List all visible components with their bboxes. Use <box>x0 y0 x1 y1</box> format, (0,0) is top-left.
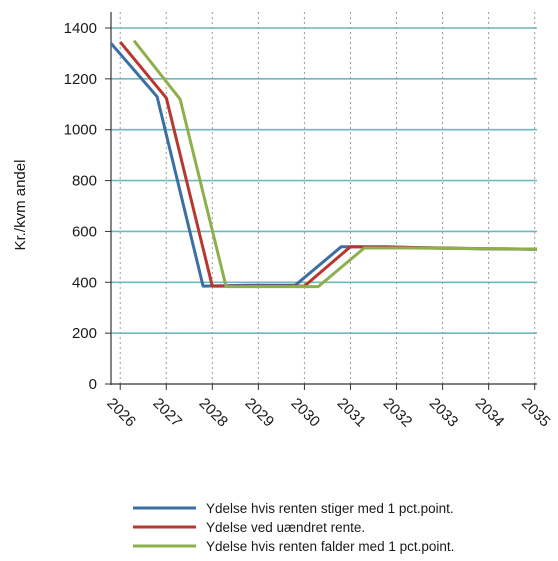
y-tick-label: 1000 <box>64 122 97 139</box>
legend-label-1: Ydelse hvis renten stiger med 1 pct.poin… <box>206 501 454 516</box>
legend-label-2: Ydelse ved uændret rente. <box>206 520 365 535</box>
x-tick-label: 2028 <box>195 395 231 431</box>
x-tick-label: 2034 <box>472 395 508 431</box>
x-tick-label: 2031 <box>334 395 370 431</box>
y-tick-label: 1400 <box>64 20 97 37</box>
y-tick-label: 600 <box>72 223 97 240</box>
gridlines <box>111 12 537 384</box>
x-tick-label: 2035 <box>518 395 554 431</box>
y-tick-label: 800 <box>72 173 97 190</box>
y-tick-label: 0 <box>89 376 97 393</box>
x-tick-label: 2032 <box>380 395 416 431</box>
x-tick-label: 2029 <box>242 395 278 431</box>
y-tick-label: 200 <box>72 325 97 342</box>
y-tick-label: 400 <box>72 274 97 291</box>
legend-label-3: Ydelse hvis renten falder med 1 pct.poin… <box>206 539 454 554</box>
x-tick-label: 2030 <box>288 395 324 431</box>
y-tick-label: 1200 <box>64 71 97 88</box>
legend: Ydelse hvis renten stiger med 1 pct.poin… <box>133 501 454 554</box>
y-axis-title: Kr./kvm andel <box>12 160 29 251</box>
x-tick-label: 2026 <box>103 395 139 431</box>
data-series <box>109 39 538 289</box>
x-tick-label: 2027 <box>149 395 185 431</box>
series-line-3 <box>132 39 538 289</box>
x-tick-label: 2033 <box>426 395 462 431</box>
